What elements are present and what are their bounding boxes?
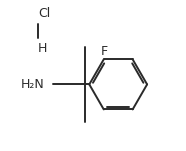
Text: H₂N: H₂N (20, 78, 44, 91)
Text: F: F (101, 45, 108, 58)
Text: Cl: Cl (38, 7, 50, 20)
Text: H: H (38, 42, 47, 55)
